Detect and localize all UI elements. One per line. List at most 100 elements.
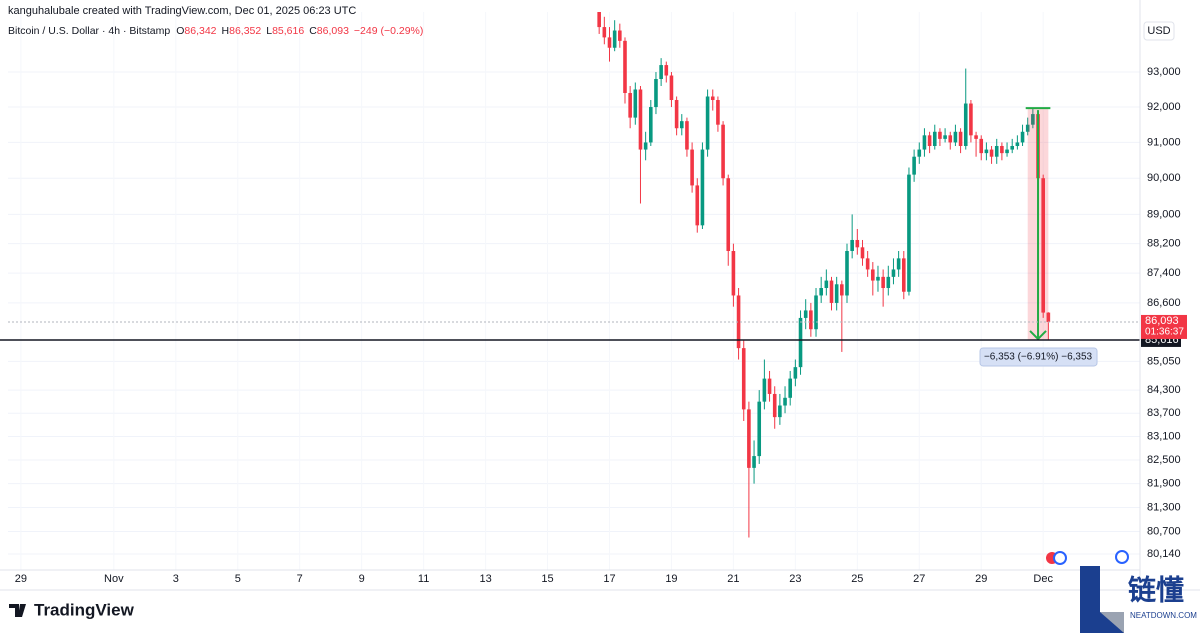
watermark-site: NEATDOWN.COM (1130, 611, 1197, 620)
candle-body (767, 378, 772, 394)
x-tick-label: 7 (297, 573, 303, 585)
candle-body (731, 250, 736, 296)
candle-body (834, 284, 839, 303)
candle-body (597, 12, 601, 28)
candle-body (881, 276, 885, 289)
candle-body (623, 40, 627, 93)
candle-body (612, 30, 617, 48)
event-icon[interactable] (1115, 550, 1129, 564)
candle-body (664, 65, 669, 76)
x-tick-label: 15 (541, 573, 553, 585)
candle-body (958, 131, 963, 146)
candle-body (659, 65, 663, 80)
candle-body (788, 378, 793, 398)
measure-label-box (979, 347, 1098, 367)
y-tick-label: 81,900 (1147, 478, 1181, 490)
legend: Bitcoin / U.S. Dollar · 4h · Bitstamp O 86… (8, 25, 423, 37)
candle-body (922, 135, 927, 150)
candle-body (953, 131, 958, 143)
event-icons (1046, 550, 1129, 565)
candle-body (994, 145, 999, 157)
x-tick-label: 29 (15, 573, 27, 585)
candle-body (969, 103, 973, 136)
measure-label: −6,353 (−6.91%) −6,353 (984, 352, 1093, 363)
candle-body (741, 348, 746, 410)
y-tick-label: 93,000 (1147, 66, 1181, 78)
x-tick-label: Dec (1033, 573, 1053, 585)
candle-body (871, 269, 875, 281)
x-tick-label: 19 (665, 573, 677, 585)
x-tick-label: 11 (418, 573, 429, 585)
candle-body (633, 89, 638, 118)
y-tick-label: 90,000 (1147, 172, 1181, 184)
candle-body (649, 107, 653, 143)
candle-body (948, 135, 953, 143)
x-tick-label: 13 (479, 573, 491, 585)
candle-body (907, 174, 911, 292)
candle-body (1000, 145, 1004, 154)
candle-body (865, 258, 870, 270)
candle-body (979, 138, 984, 154)
y-tick-label: 81,300 (1147, 501, 1181, 513)
y-tick-label: 88,200 (1147, 238, 1181, 250)
x-tick-label: 23 (789, 573, 801, 585)
candle-body (710, 96, 715, 101)
candle-body (984, 149, 989, 154)
credit: kanguhalubale created with TradingView.c… (8, 5, 356, 17)
candle-body (1005, 149, 1009, 154)
candle-body (974, 135, 978, 139)
x-tick-label: 25 (851, 573, 863, 585)
countdown: 01:36:37 (1145, 327, 1184, 338)
x-tick-label: 27 (913, 573, 925, 585)
candle-body (669, 75, 674, 101)
candle-body (1041, 178, 1045, 313)
ohlc-key: C (309, 25, 317, 37)
price-label: 86,093 (1145, 315, 1179, 327)
candle-body (654, 79, 658, 108)
candle-body (876, 276, 880, 281)
ohlc-key: H (222, 25, 230, 37)
candle-body (886, 276, 891, 289)
watermark-title: 链懂 (1128, 574, 1184, 605)
watermark: 链懂 NEATDOWN.COM (1080, 566, 1197, 633)
candle-body (1031, 114, 1035, 125)
currency[interactable]: USD (1147, 25, 1170, 37)
currency-box[interactable] (1143, 21, 1175, 41)
candle-body (674, 100, 679, 129)
candle-body (726, 178, 731, 251)
y-tick-label: 91,000 (1147, 136, 1181, 148)
y-tick-label: 82,500 (1147, 454, 1181, 466)
candle-body (963, 103, 968, 146)
ohlc-key: O (176, 25, 184, 37)
candle-body (912, 156, 916, 175)
candle-body (685, 121, 689, 150)
candle-body (747, 409, 751, 468)
candle-body (824, 280, 829, 289)
candle-body (1015, 142, 1020, 146)
event-icon[interactable] (1053, 551, 1067, 565)
candle-body (793, 367, 798, 379)
candle-body (901, 258, 906, 292)
ohlc-value: 85,616 (272, 25, 304, 37)
tv-logo: TradingView (9, 600, 135, 619)
candle-body (752, 456, 756, 468)
candle-body (700, 149, 705, 226)
candle-body (943, 135, 947, 139)
symbol: Bitcoin / U.S. Dollar · 4h · Bitstamp (8, 25, 170, 37)
candle-body (1025, 124, 1030, 132)
candle-body (643, 142, 648, 150)
candle-body (695, 185, 700, 226)
candle-body (850, 239, 854, 251)
candle-body (618, 30, 622, 41)
y-tick-label: 80,140 (1147, 548, 1181, 560)
x-tick-label: 17 (603, 573, 615, 585)
ohlc-value: 86,352 (229, 25, 261, 37)
change: −249 (−0.29%) (354, 25, 423, 37)
candle-body (602, 27, 607, 38)
candle-body (607, 37, 612, 48)
y-tick-label: 89,000 (1147, 208, 1181, 220)
y-tick-label: 92,000 (1147, 101, 1181, 113)
candle-body (860, 247, 865, 259)
